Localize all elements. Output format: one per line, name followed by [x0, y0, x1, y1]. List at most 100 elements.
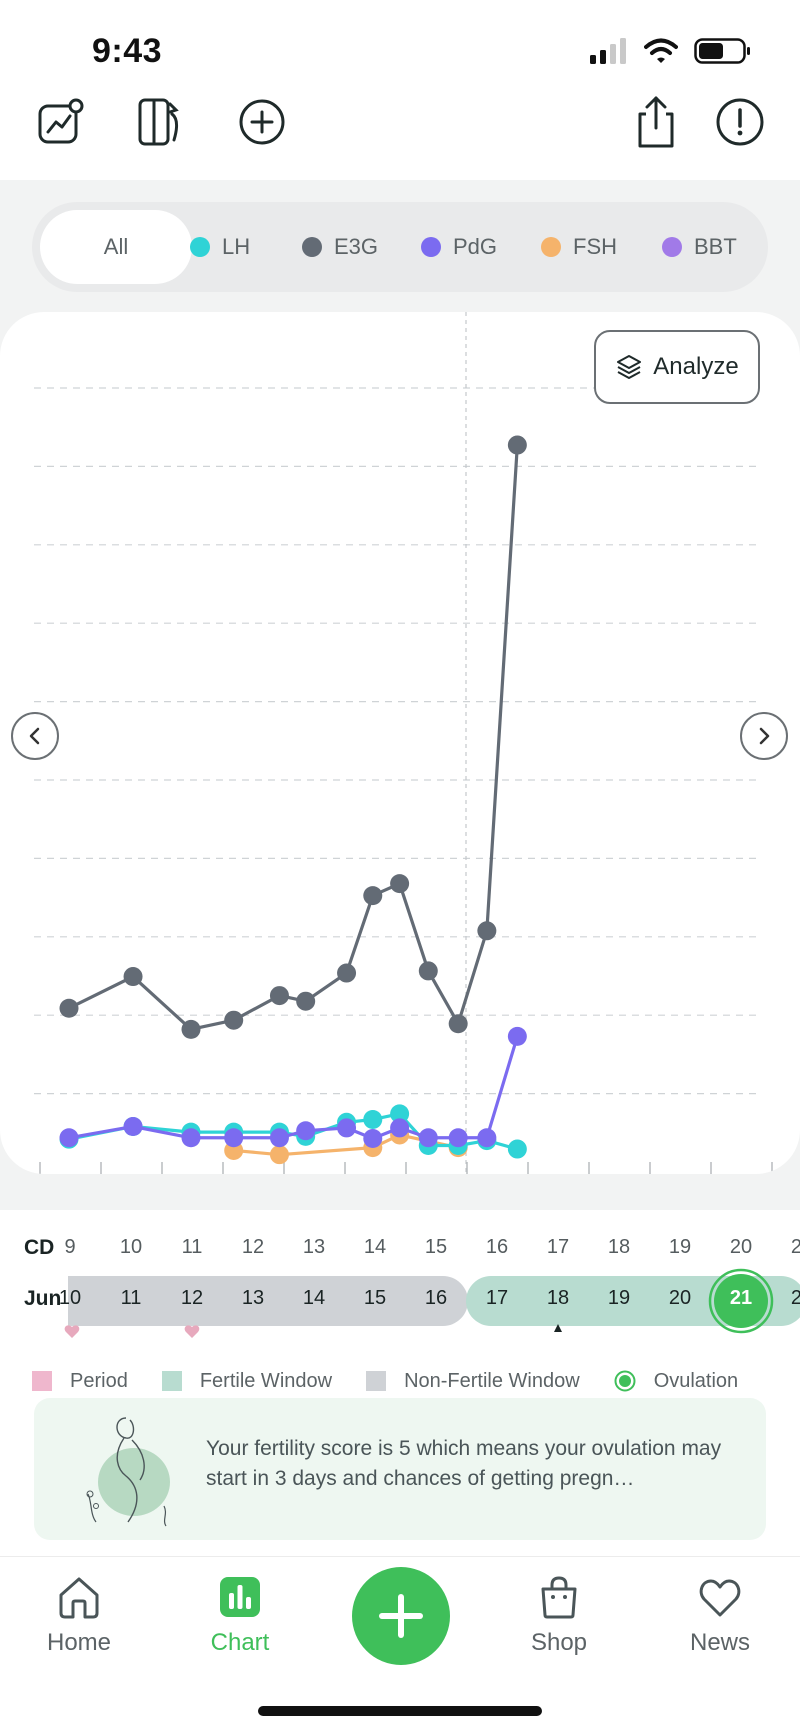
cycle-day-label: 12 — [241, 1236, 265, 1258]
nav-shop-label: Shop — [530, 1629, 588, 1656]
nav-home-label: Home — [46, 1629, 112, 1656]
date-label[interactable]: 13 — [241, 1287, 265, 1309]
date-label[interactable]: 11 — [120, 1287, 142, 1309]
e3g-data-point — [363, 886, 383, 906]
filter-pdg[interactable]: PdG — [421, 202, 497, 292]
status-icons — [590, 38, 752, 64]
period-heart-icon — [184, 1325, 200, 1338]
previous-period-button[interactable] — [11, 712, 59, 760]
e3g-data-point — [269, 986, 289, 1006]
pdg-data-point — [507, 1026, 527, 1046]
hormone-chart[interactable] — [0, 312, 800, 1174]
date-label[interactable]: 12 — [180, 1287, 204, 1309]
filter-bbt-label: BBT — [694, 234, 737, 259]
cycle-day-label: 17 — [546, 1236, 570, 1258]
pdg-data-point — [337, 1118, 357, 1138]
non-fertile-band — [68, 1276, 468, 1326]
filter-pdg-label: PdG — [453, 234, 498, 259]
exclamation-circle-icon — [716, 98, 764, 146]
pdg-data-point — [269, 1128, 289, 1148]
filter-all[interactable]: All — [40, 210, 192, 284]
bar-chart-icon — [220, 1577, 260, 1617]
pdg-data-point — [418, 1128, 438, 1148]
e3g-data-point — [296, 991, 316, 1011]
fertility-score-text: Your fertility score is 5 which means yo… — [206, 1437, 722, 1490]
cycle-day-label: 9 — [64, 1236, 76, 1258]
e3g-dot-icon — [302, 237, 322, 257]
cycle-day-label: 15 — [424, 1236, 448, 1258]
fsh-data-point — [269, 1145, 289, 1165]
filter-fsh-label: FSH — [573, 234, 617, 259]
date-label[interactable]: 17 — [485, 1287, 509, 1309]
lh-dot-icon — [190, 237, 210, 257]
filter-e3g[interactable]: E3G — [302, 202, 378, 292]
shopping-bag-icon — [541, 1576, 577, 1619]
legend-fertile: Fertile Window — [161, 1370, 332, 1393]
date-label[interactable]: 22 — [790, 1287, 800, 1309]
e3g-data-point — [224, 1010, 244, 1030]
period-heart-icon — [64, 1325, 80, 1338]
nav-chart-label: Chart — [210, 1629, 270, 1656]
filter-bbt[interactable]: BBT — [662, 202, 737, 292]
e3g-data-point — [59, 998, 79, 1018]
pdg-data-point — [477, 1128, 497, 1148]
timeline-legend: Period Fertile Window Non-Fertile Window… — [32, 1366, 792, 1396]
legend-ovulation-label: Ovulation — [653, 1369, 739, 1392]
cycle-timeline — [0, 1210, 800, 1360]
pdg-data-point — [296, 1121, 316, 1141]
pdg-data-point — [224, 1128, 244, 1148]
ovulation-ring — [708, 1268, 774, 1334]
nav-shop[interactable]: Shop — [499, 1573, 619, 1657]
legend-nonfertile: Non-Fertile Window — [366, 1370, 580, 1393]
bottom-navigation: Home Chart Shop News — [0, 1556, 800, 1731]
pdg-data-point — [181, 1128, 201, 1148]
e3g-data-point — [181, 1019, 201, 1039]
filter-e3g-label: E3G — [334, 234, 379, 259]
e3g-data-point — [337, 963, 357, 983]
info-button[interactable] — [708, 90, 772, 154]
date-label[interactable]: 16 — [424, 1287, 448, 1309]
bbt-dot-icon — [662, 237, 682, 257]
add-entry-button[interactable] — [230, 90, 294, 154]
ovulation-date-label[interactable]: 21 — [729, 1287, 753, 1309]
cycle-day-label: 10 — [119, 1236, 143, 1258]
date-label[interactable]: 18 — [546, 1287, 570, 1309]
filter-lh[interactable]: LH — [190, 202, 250, 292]
add-log-button[interactable] — [352, 1567, 450, 1665]
top-toolbar — [0, 90, 800, 180]
cycle-day-label: 11 — [181, 1236, 203, 1258]
date-label[interactable]: 15 — [363, 1287, 387, 1309]
fsh-dot-icon — [541, 237, 561, 257]
share-button[interactable] — [624, 90, 688, 154]
hormone-chart-card — [0, 312, 800, 1174]
e3g-data-point — [477, 921, 497, 941]
analyze-button[interactable]: Analyze — [594, 330, 760, 404]
cycle-day-label: 13 — [302, 1236, 326, 1258]
ovulation-marker[interactable] — [714, 1274, 768, 1328]
filter-fsh[interactable]: FSH — [541, 202, 617, 292]
pdg-dot-icon — [421, 237, 441, 257]
filter-lh-label: LH — [222, 234, 251, 259]
nav-news[interactable]: News — [660, 1573, 780, 1657]
analyze-label: Analyze — [653, 353, 739, 380]
e3g-data-point — [418, 961, 438, 981]
home-indicator — [258, 1706, 542, 1716]
date-label[interactable]: 20 — [668, 1287, 692, 1309]
nav-chart[interactable]: Chart — [180, 1573, 300, 1657]
rotate-device-button[interactable] — [126, 90, 190, 154]
ovulation-legend-icon — [614, 1370, 636, 1392]
fertility-score-card[interactable]: Your fertility score is 5 which means yo… — [34, 1398, 766, 1540]
date-label[interactable]: 10 — [58, 1287, 82, 1309]
date-label[interactable]: 14 — [302, 1287, 326, 1309]
trend-chart-button[interactable] — [28, 90, 92, 154]
home-icon — [59, 1577, 99, 1619]
fertile-swatch-icon — [161, 1371, 182, 1391]
next-period-button[interactable] — [740, 712, 788, 760]
pdg-data-point — [448, 1128, 468, 1148]
date-label[interactable]: 19 — [607, 1287, 631, 1309]
fertile-window-band — [466, 1276, 800, 1326]
nav-home[interactable]: Home — [19, 1573, 139, 1657]
cycle-day-label: 21 — [790, 1236, 800, 1258]
cycle-day-label: 18 — [607, 1236, 631, 1258]
lh-data-point — [390, 1104, 410, 1124]
